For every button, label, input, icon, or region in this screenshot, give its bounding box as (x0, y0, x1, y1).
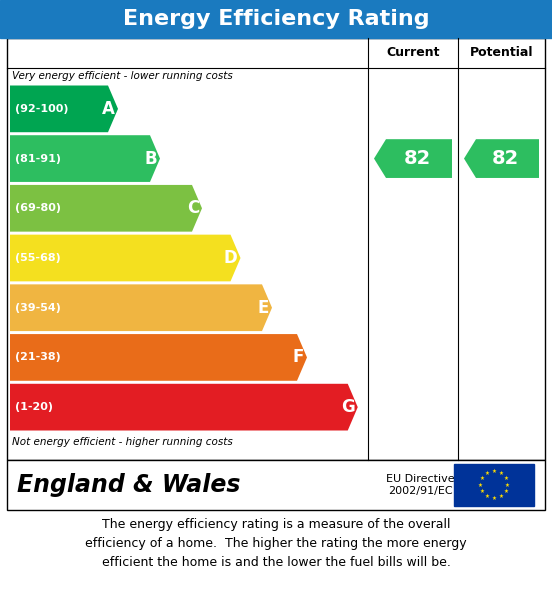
Polygon shape (10, 85, 118, 132)
Text: efficiency of a home.  The higher the rating the more energy: efficiency of a home. The higher the rat… (85, 537, 467, 550)
Polygon shape (10, 135, 160, 182)
Text: E: E (258, 299, 269, 317)
Text: 82: 82 (404, 149, 431, 168)
Text: F: F (293, 348, 304, 367)
Text: ★: ★ (485, 494, 490, 499)
Text: ★: ★ (478, 482, 483, 487)
Text: ★: ★ (480, 489, 485, 494)
Polygon shape (10, 185, 202, 232)
Polygon shape (464, 139, 539, 178)
Bar (7, 38, 545, 460)
Text: 82: 82 (492, 149, 519, 168)
Text: ★: ★ (492, 496, 496, 501)
Text: Potential: Potential (470, 47, 533, 59)
Text: (55-68): (55-68) (15, 253, 61, 263)
Text: (39-54): (39-54) (15, 303, 61, 313)
Polygon shape (10, 384, 358, 430)
Text: (92-100): (92-100) (15, 104, 68, 114)
Text: Current: Current (386, 47, 440, 59)
Bar (0, 0, 552, 38)
Bar (7, 460, 545, 510)
Text: ★: ★ (505, 482, 510, 487)
Text: C: C (187, 199, 199, 217)
Text: ★: ★ (485, 471, 490, 476)
Polygon shape (374, 139, 452, 178)
Bar (454, 464, 534, 506)
Text: A: A (102, 100, 115, 118)
Text: EU Directive
2002/91/EC: EU Directive 2002/91/EC (386, 474, 454, 496)
Polygon shape (10, 284, 272, 331)
Text: ★: ★ (498, 471, 503, 476)
Text: G: G (341, 398, 355, 416)
Text: Energy Efficiency Rating: Energy Efficiency Rating (123, 9, 429, 29)
Text: D: D (224, 249, 237, 267)
Polygon shape (10, 334, 307, 381)
Text: Not energy efficient - higher running costs: Not energy efficient - higher running co… (12, 437, 233, 447)
Text: efficient the home is and the lower the fuel bills will be.: efficient the home is and the lower the … (102, 556, 450, 569)
Text: (21-38): (21-38) (15, 352, 61, 362)
Polygon shape (10, 235, 241, 281)
Text: The energy efficiency rating is a measure of the overall: The energy efficiency rating is a measur… (102, 518, 450, 531)
Text: (1-20): (1-20) (15, 402, 53, 412)
Text: ★: ★ (492, 469, 496, 474)
Text: Very energy efficient - lower running costs: Very energy efficient - lower running co… (12, 71, 233, 81)
Text: England & Wales: England & Wales (17, 473, 241, 497)
Text: ★: ★ (498, 494, 503, 499)
Text: B: B (145, 150, 157, 167)
Text: (69-80): (69-80) (15, 204, 61, 213)
Text: ★: ★ (503, 476, 508, 481)
Text: (81-91): (81-91) (15, 154, 61, 164)
Text: ★: ★ (480, 476, 485, 481)
Text: ★: ★ (503, 489, 508, 494)
